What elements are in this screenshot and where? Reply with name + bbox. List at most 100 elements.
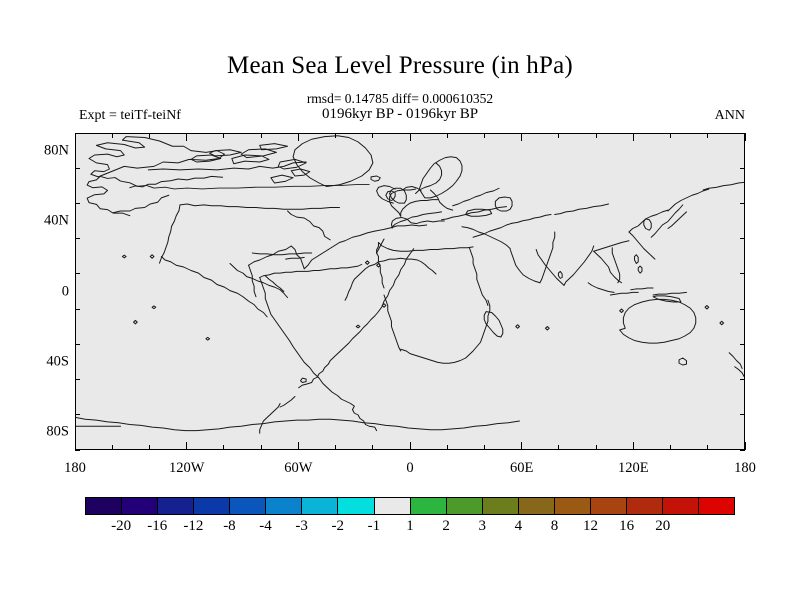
y-axis-tick (75, 449, 80, 451)
x-axis-tick-top (707, 133, 709, 138)
colorbar-tick-label: -12 (183, 518, 204, 534)
y-axis-label: 40S (46, 353, 69, 370)
x-axis-tick (260, 445, 262, 450)
colorbar-tick-label: 20 (655, 518, 671, 534)
x-axis-tick-top (521, 133, 523, 141)
colorbar-tick-label: -4 (259, 518, 272, 534)
season-label: ANN (714, 108, 745, 123)
x-axis-tick-top (111, 133, 113, 138)
colorbar-tick-label: -16 (147, 518, 168, 534)
y-axis-tick-right (740, 414, 745, 416)
x-axis-tick (186, 442, 188, 450)
y-axis-tick (75, 273, 80, 275)
colorbar-tick-label: -2 (331, 518, 345, 534)
colorbar-band (266, 498, 303, 514)
y-axis-label: 40N (44, 212, 69, 229)
x-axis-tick-top (297, 133, 299, 141)
colorbar-tick-label: 4 (514, 518, 523, 534)
y-axis-tick (75, 132, 80, 134)
y-axis-tick-right (740, 238, 745, 240)
y-axis-tick-right (740, 449, 745, 451)
colorbar-tick-label: 3 (478, 518, 486, 534)
colorbar-band (194, 498, 231, 514)
x-axis-tick-top (632, 133, 634, 141)
colorbar-band (374, 498, 411, 514)
y-axis-label: 0 (61, 283, 69, 299)
x-axis-tick-top (223, 133, 225, 138)
colorbar-band (699, 498, 735, 514)
y-axis-tick-right (740, 308, 745, 310)
colorbar-band (663, 498, 700, 514)
y-axis-label: 80N (44, 142, 69, 159)
y-axis-tick (75, 238, 80, 240)
x-axis-tick-top (74, 133, 76, 141)
experiment-label: Expt = teiTf-teiNf (79, 108, 181, 123)
y-axis-tick-right (740, 132, 745, 134)
colorbar-band (446, 498, 483, 514)
x-axis-tick (223, 445, 225, 450)
x-axis-tick-top (409, 133, 411, 141)
colorbar-tick-label: 12 (583, 518, 599, 534)
x-axis-tick (632, 442, 634, 450)
colorbar-band (410, 498, 447, 514)
colorbar-band (626, 498, 663, 514)
y-axis-tick-right (740, 343, 745, 345)
x-axis-tick (148, 445, 150, 450)
x-axis-tick (744, 442, 746, 450)
colorbar-tick-label: 2 (442, 518, 450, 534)
x-axis-tick-top (372, 133, 374, 138)
colorbar-band (590, 498, 627, 514)
x-axis-label: 180 (734, 460, 756, 476)
page-title: Mean Sea Level Pressure (in hPa) (227, 52, 573, 79)
colorbar-tick-label: 16 (619, 518, 635, 534)
x-axis-tick-top (595, 133, 597, 138)
x-axis-tick-top (148, 133, 150, 138)
x-axis-tick-top (670, 133, 672, 138)
x-axis-label: 120E (618, 460, 649, 476)
x-axis-tick-top (335, 133, 337, 138)
colorbar-band (338, 498, 375, 514)
x-axis-label: 120W (168, 460, 205, 476)
statistics-line: rmsd= 0.14785 diff= 0.000610352 (306, 91, 494, 106)
y-axis-tick (75, 167, 80, 169)
colorbar-tick-label: 8 (550, 518, 559, 534)
y-axis-label: 80S (46, 423, 69, 440)
case-comparison-label: 0196kyr BP - 0196kyr BP (321, 106, 479, 122)
y-axis-tick-right (740, 273, 745, 275)
x-axis-tick (707, 445, 709, 450)
y-axis-tick (75, 343, 80, 345)
colorbar-band (302, 498, 339, 514)
x-axis-tick (111, 445, 113, 450)
x-axis-tick (297, 442, 299, 450)
y-axis-tick-right (740, 202, 745, 204)
x-axis-tick-top (260, 133, 262, 138)
x-axis-tick-top (744, 133, 746, 141)
colorbar-tick-label: -20 (111, 518, 132, 534)
y-axis-tick (75, 414, 80, 416)
x-axis-tick (74, 442, 76, 450)
y-axis-tick (75, 308, 80, 310)
colorbar-band (158, 498, 195, 514)
x-axis-tick (558, 445, 560, 450)
x-axis-label: 180 (64, 460, 86, 476)
colorbar-tick-labels: -20 -16 -12 -8 -4 -3 -2 -1 1 2 3 4 8 12 16 20 (85, 518, 735, 540)
colorbar-band (122, 498, 159, 514)
x-axis-tick (446, 445, 448, 450)
x-axis-tick-top (186, 133, 188, 141)
x-axis-tick (372, 445, 374, 450)
x-axis-tick-top (446, 133, 448, 138)
y-axis-tick-right (740, 379, 745, 381)
x-axis-tick (335, 445, 337, 450)
colorbar-tick-label: 1 (406, 518, 414, 534)
x-axis-label: 60E (509, 460, 534, 476)
colorbar-band (86, 498, 123, 514)
colorbar-band (230, 498, 267, 514)
x-axis-label: 0 (406, 460, 414, 476)
x-axis-tick (483, 445, 485, 450)
x-axis-tick (409, 442, 411, 450)
colorbar-band (518, 498, 555, 514)
x-axis-tick (595, 445, 597, 450)
colorbar (85, 497, 735, 515)
y-axis-tick-right (740, 167, 745, 169)
colorbar-tick-label: -3 (295, 518, 308, 534)
